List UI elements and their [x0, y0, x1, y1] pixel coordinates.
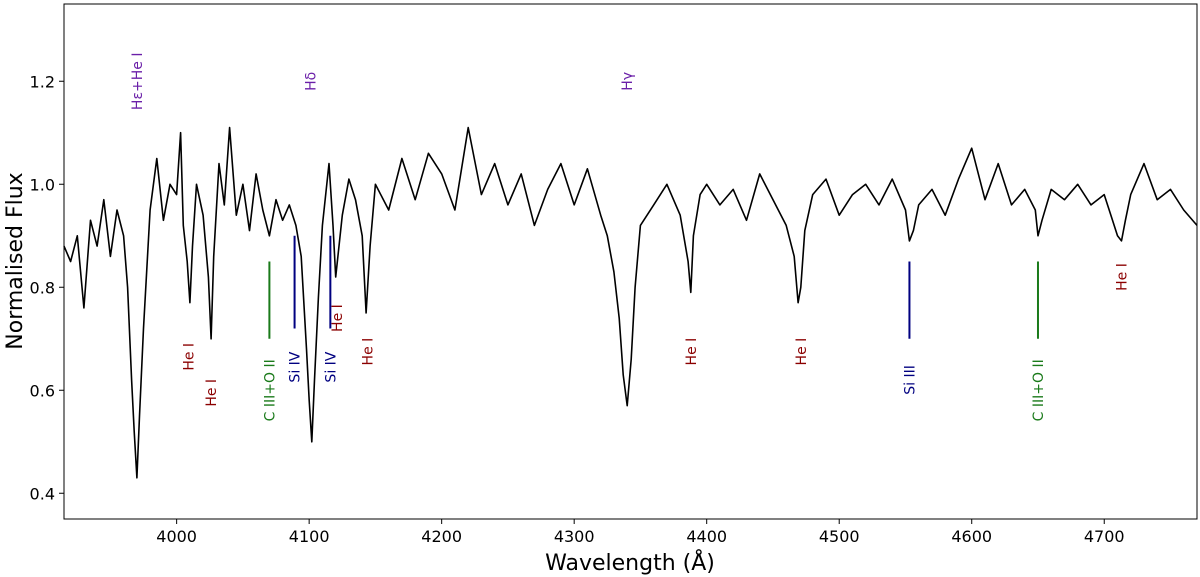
x-tick-label: 4600 [951, 527, 992, 546]
plot-frame [63, 3, 1198, 520]
y-tick-label: 0.8 [30, 278, 55, 297]
line-marker-label: He I [684, 338, 700, 366]
x-axis-label: Wavelength (Å) [545, 549, 715, 576]
spectral-line-markers: Hε+He I Hδ Hγ He I He I C III+O II Si IV Si IV H… [130, 53, 1131, 422]
line-marker-label: Si III [902, 365, 918, 395]
y-axis-label: Normalised Flux [3, 172, 28, 349]
y-tick-label: 0.6 [30, 381, 55, 400]
x-tick-label: 4500 [819, 527, 860, 546]
x-tick-label: 4400 [686, 527, 727, 546]
spectrum-line [63, 126, 1198, 479]
y-tick-label: 0.4 [30, 484, 55, 503]
x-tick-label: 4200 [421, 527, 462, 546]
line-marker-label: Si IV [323, 351, 339, 382]
line-marker-label: Hγ [620, 72, 636, 91]
line-marker-label: He I [794, 338, 810, 366]
line-marker-label: C III+O II [262, 359, 278, 421]
line-marker-label: Hδ [304, 72, 320, 91]
x-axis-ticks: 4000 4100 4200 4300 4400 4500 4600 4700 [156, 519, 1125, 546]
y-tick-label: 1.0 [30, 175, 55, 194]
x-tick-label: 4100 [289, 527, 330, 546]
y-tick-label: 1.2 [30, 72, 55, 91]
line-marker-label: He I [1115, 263, 1131, 291]
y-axis-ticks: 0.4 0.6 0.8 1.0 1.2 [30, 72, 64, 503]
line-marker-label: C III+O II [1031, 359, 1047, 421]
x-tick-label: 4000 [156, 527, 197, 546]
x-tick-label: 4300 [554, 527, 595, 546]
x-tick-label: 4700 [1084, 527, 1125, 546]
line-marker-label: He I [204, 379, 220, 407]
line-marker-label: He I [361, 338, 377, 366]
line-marker-label: Hε+He I [130, 53, 146, 111]
line-marker-label: Si IV [288, 351, 304, 382]
line-marker-label: He I [182, 343, 198, 371]
line-marker-label: He I [330, 304, 346, 332]
